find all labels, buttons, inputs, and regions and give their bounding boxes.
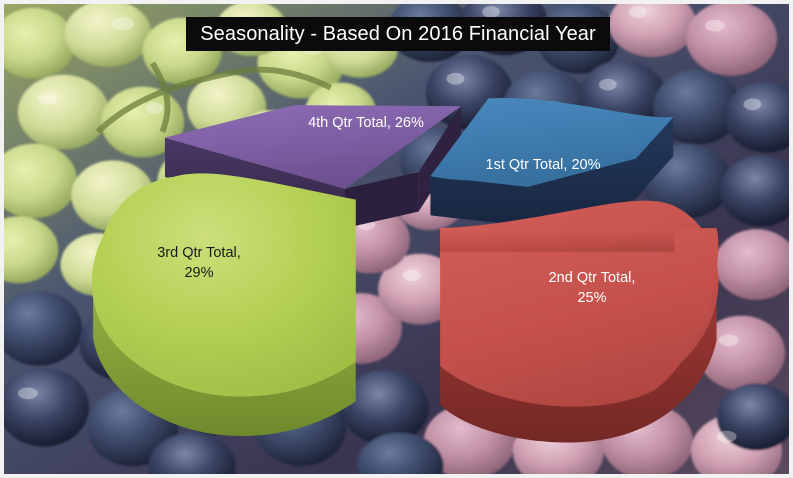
pie-slice-3rd-qtr[interactable]: [91, 173, 356, 437]
chart-title-text: Seasonality - Based On 2016 Financial Ye…: [200, 22, 596, 45]
chart-title-banner: Seasonality - Based On 2016 Financial Ye…: [186, 17, 610, 51]
pie-slice-1st-qtr[interactable]: [430, 97, 674, 227]
exploded-3d-pie-chart: [91, 97, 719, 443]
pie-slice-2nd-qtr[interactable]: [440, 200, 719, 443]
vine-stems: [95, 61, 332, 134]
